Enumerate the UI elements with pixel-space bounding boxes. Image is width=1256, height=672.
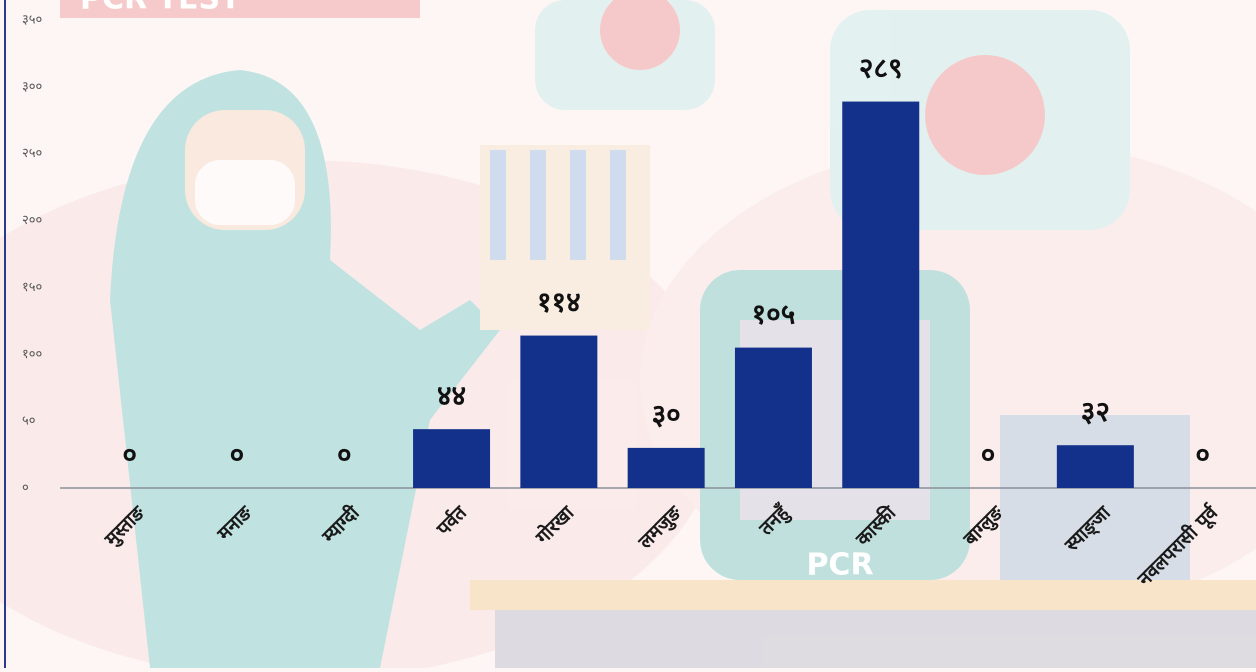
value-label: ० [230, 438, 245, 471]
bar [1056, 445, 1134, 488]
badge: PCR TEST [80, 0, 241, 17]
value-label: ४४ [437, 379, 466, 412]
value-label: ० [122, 438, 137, 471]
value-label: ० [337, 438, 352, 471]
value-label: ० [981, 438, 996, 471]
y-tick-label: ३०० [22, 79, 42, 94]
value-label: १०५ [752, 298, 796, 331]
bar [842, 101, 920, 489]
y-tick-label: २०० [22, 213, 42, 228]
bar [520, 335, 598, 488]
bar [627, 447, 705, 488]
value-label: ३० [652, 398, 681, 431]
bar [734, 347, 812, 488]
y-tick-label: ३५० [22, 13, 42, 28]
value-label: ० [1195, 438, 1210, 471]
y-tick-label: ० [22, 481, 29, 496]
value-label: २८९ [859, 52, 903, 85]
value-label: ३२ [1081, 395, 1110, 428]
bar [413, 429, 491, 488]
badge-box [60, 0, 420, 18]
y-tick-label: १५० [22, 280, 42, 295]
machine-label: PCR [806, 548, 873, 583]
y-tick-label: ५० [22, 414, 36, 429]
y-tick-label: १०० [22, 347, 42, 362]
y-tick-label: २५० [22, 146, 42, 161]
value-label: ११४ [537, 286, 581, 319]
